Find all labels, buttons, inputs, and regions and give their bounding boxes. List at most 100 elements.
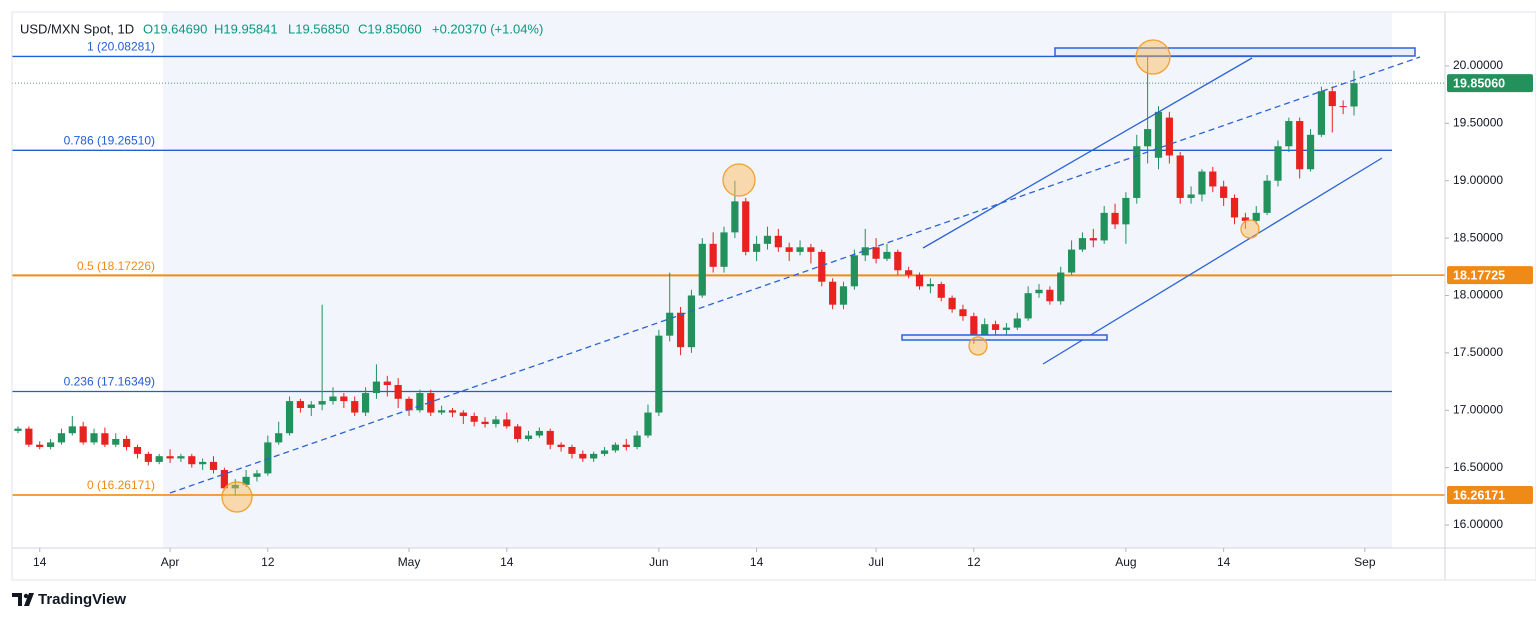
candle-body [720,232,728,267]
y-tick-label: 18.00000 [1453,288,1503,302]
candle-body [1046,289,1054,302]
candle-body [438,410,446,413]
candle-body [503,419,511,427]
candle-body [829,281,837,305]
candle-body [57,433,66,443]
x-tick-label: 14 [1217,555,1231,569]
price-tag-label: 19.85060 [1453,76,1505,90]
y-tick-label: 19.00000 [1453,173,1503,187]
x-tick-label: 14 [33,555,47,569]
candle-body [883,251,891,259]
candle-body [839,286,848,305]
y-tick-label: 18.50000 [1453,230,1503,244]
ohlc-change: +0.20370 (+1.04%) [432,21,543,36]
candle-body [959,309,967,317]
price-tag [1447,486,1533,505]
candle-body [296,401,305,408]
candle-body [915,274,924,287]
fib-label: 0.236 (17.16349) [64,375,155,389]
candle-body [1220,186,1228,198]
candle-body [79,426,87,443]
channel-upper [922,57,1253,249]
fib-label: 1 (20.08281) [87,40,155,54]
candle-body [807,247,815,252]
candle-body [742,201,750,252]
candle-body [1317,91,1326,135]
candle-body [448,410,457,413]
trend-line [169,56,1421,494]
x-tick-label: Sep [1354,555,1376,569]
fib-label: 0 (16.26171) [87,478,155,492]
candle-body [666,312,674,336]
candle-body [524,435,533,439]
candle-body [1274,146,1282,181]
header: USD/MXN Spot, 1D O19.64690 H19.95841 L19… [20,21,543,36]
candle-body [351,401,359,413]
candle-body [112,438,120,445]
candle-body [579,453,587,459]
candle-body [1263,180,1271,213]
candle-body [1024,293,1032,319]
candle-body [329,396,337,402]
x-tick-label: May [398,555,421,569]
candle-body [894,251,902,271]
candle-body [1350,83,1358,107]
candle-body [1067,249,1076,273]
ohlc-high: H19.95841 [214,21,278,36]
candle-body [948,297,956,310]
candle-body [1002,327,1011,330]
candle-body [698,243,706,296]
candle-body [231,484,239,489]
candle-body [1241,217,1249,221]
candle-body [394,385,402,399]
candle-body [253,473,261,477]
candle-body [470,416,478,422]
candle-body [905,270,913,275]
candle-body [275,433,283,443]
candle-body [166,456,174,459]
fib-zone [163,12,1392,548]
x-tick-label: Jul [868,555,883,569]
candle-body [1089,238,1097,241]
fib-label: 0.786 (19.26510) [64,133,155,147]
candle-body [1035,289,1043,294]
candle-body [1122,197,1130,225]
candle-body [633,435,641,447]
candle-body [970,316,978,340]
candle-body [709,243,717,267]
candle-body [1328,91,1336,107]
candle-body [427,393,435,413]
logo-mark [12,593,34,606]
x-tick-label: 12 [261,555,275,569]
candle-body [546,430,554,445]
candle-body [1339,106,1347,108]
channel-lower [1042,157,1383,365]
logo-dot [23,593,29,599]
candle-body [1252,212,1260,221]
candle-body [731,201,739,233]
candle-body [861,247,869,256]
candle-body [600,450,609,454]
candle-body [991,324,1000,330]
candle-body [557,444,565,447]
candle-body [655,335,663,413]
y-tick-label: 19.50000 [1453,116,1503,130]
ohlc-open: O19.64690 [143,21,207,36]
candle-body [90,433,98,443]
candle-body [1111,212,1119,225]
candle-body [1209,171,1217,187]
candle-body [1154,111,1163,158]
candle-body [155,456,163,462]
candle-body [46,442,55,447]
candle-body [818,251,826,282]
x-tick-label: 14 [750,555,764,569]
highlight-circle [221,481,253,513]
y-tick-label: 17.50000 [1453,345,1503,359]
ohlc-low: L19.56850 [288,21,349,36]
candle-body [1165,117,1173,156]
candle-body [796,247,804,252]
candle-body [36,444,44,447]
highlight-circle [968,336,988,356]
candle-body [872,247,880,259]
candle-body [590,453,598,459]
